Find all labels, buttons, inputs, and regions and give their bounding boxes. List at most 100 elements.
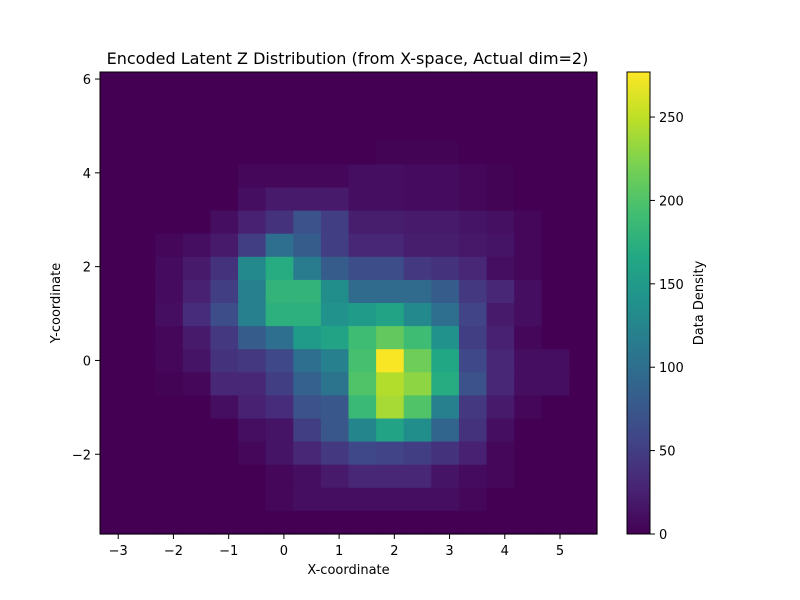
heatmap-cell bbox=[210, 395, 239, 420]
heatmap-cell bbox=[100, 418, 129, 443]
heatmap-cell bbox=[182, 187, 212, 212]
heatmap-cell bbox=[182, 395, 212, 420]
heatmap-cell bbox=[127, 187, 156, 212]
heatmap-cell bbox=[348, 256, 377, 281]
heatmap-cell bbox=[100, 464, 129, 489]
heatmap-cell bbox=[182, 256, 212, 281]
heatmap-cell bbox=[403, 233, 432, 258]
heatmap-cell bbox=[238, 118, 267, 142]
heatmap-cell bbox=[431, 187, 460, 212]
heatmap-cell bbox=[238, 187, 267, 212]
heatmap-cell bbox=[431, 303, 460, 327]
y-tick-label: 6 bbox=[83, 73, 91, 88]
heatmap-cell bbox=[155, 303, 184, 327]
heatmap-cell bbox=[403, 395, 432, 420]
heatmap-cell bbox=[403, 326, 432, 350]
heatmap-cell bbox=[486, 233, 515, 258]
heatmap-cell bbox=[293, 210, 322, 235]
heatmap-cell bbox=[458, 233, 488, 258]
heatmap-cell bbox=[541, 303, 570, 327]
x-tick-label: 4 bbox=[501, 544, 509, 559]
heatmap-cell bbox=[541, 164, 570, 189]
heatmap-cell bbox=[348, 210, 377, 235]
heatmap-cell bbox=[293, 510, 322, 535]
heatmap-cell bbox=[155, 95, 184, 119]
heatmap-cell bbox=[320, 72, 350, 96]
heatmap-cell bbox=[182, 326, 212, 350]
heatmap-cell bbox=[431, 395, 460, 420]
heatmap-cell bbox=[238, 256, 267, 281]
heatmap-cell bbox=[320, 464, 350, 489]
heatmap-cell bbox=[238, 210, 267, 235]
heatmap-cell bbox=[127, 118, 156, 142]
heatmap-cell bbox=[376, 395, 405, 420]
heatmap-cell bbox=[293, 441, 322, 466]
heatmap-cell bbox=[127, 72, 156, 96]
heatmap-cell bbox=[265, 487, 294, 512]
heatmap-cell bbox=[265, 418, 294, 443]
heatmap-cell bbox=[376, 164, 405, 189]
heatmap-cell bbox=[238, 141, 267, 165]
heatmap-cell bbox=[155, 118, 184, 142]
heatmap-cell bbox=[293, 279, 322, 304]
heatmap-cell bbox=[569, 118, 598, 142]
heatmap-cell bbox=[265, 441, 294, 466]
heatmap-cell bbox=[100, 95, 129, 119]
heatmap-cell bbox=[293, 487, 322, 512]
heatmap-cell bbox=[155, 141, 184, 165]
heatmap-cell bbox=[210, 487, 239, 512]
heatmap-cell bbox=[155, 464, 184, 489]
heatmap-cell bbox=[486, 256, 515, 281]
heatmap-cell bbox=[100, 372, 129, 396]
heatmap-cell bbox=[127, 210, 156, 235]
heatmap-cell bbox=[403, 72, 432, 96]
heatmap-cell bbox=[155, 210, 184, 235]
heatmap-cell bbox=[155, 164, 184, 189]
heatmap-cell bbox=[210, 349, 239, 373]
heatmap-cell bbox=[293, 118, 322, 142]
heatmap-cell bbox=[376, 279, 405, 304]
heatmap-cell bbox=[127, 279, 156, 304]
heatmap-cell bbox=[486, 95, 515, 119]
heatmap-cell bbox=[569, 418, 598, 443]
heatmap-cell bbox=[293, 303, 322, 327]
heatmap-cell bbox=[320, 118, 350, 142]
heatmap-cell bbox=[155, 395, 184, 420]
heatmap-cell bbox=[458, 349, 488, 373]
heatmap-cell bbox=[155, 326, 184, 350]
colorbar-ticks: 0 50 100 150 200 250 bbox=[650, 111, 684, 543]
heatmap-cell bbox=[127, 487, 156, 512]
heatmap-cell bbox=[265, 349, 294, 373]
heatmap-cell bbox=[182, 510, 212, 535]
heatmap-cell bbox=[403, 510, 432, 535]
heatmap-cell bbox=[431, 418, 460, 443]
heatmap-cell bbox=[320, 303, 350, 327]
heatmap-cell bbox=[265, 510, 294, 535]
heatmap-cell bbox=[348, 187, 377, 212]
heatmap-cell bbox=[155, 510, 184, 535]
heatmap-cell bbox=[514, 372, 543, 396]
heatmap-cell bbox=[100, 210, 129, 235]
heatmap-cell bbox=[100, 279, 129, 304]
heatmap-cell bbox=[320, 210, 350, 235]
heatmap-cell bbox=[431, 233, 460, 258]
heatmap-cell bbox=[541, 487, 570, 512]
heatmap-cell bbox=[210, 464, 239, 489]
heatmap-cell bbox=[541, 279, 570, 304]
heatmap-cell bbox=[265, 164, 294, 189]
heatmap-cell bbox=[486, 510, 515, 535]
heatmap-cell bbox=[320, 164, 350, 189]
heatmap-cell bbox=[320, 510, 350, 535]
heatmap-cell bbox=[320, 349, 350, 373]
heatmap-cell bbox=[127, 233, 156, 258]
heatmap-cell bbox=[348, 164, 377, 189]
heatmap-cell bbox=[348, 487, 377, 512]
heatmap-cell bbox=[210, 164, 239, 189]
heatmap-cell bbox=[320, 441, 350, 466]
heatmap-cell bbox=[514, 279, 543, 304]
heatmap-cell bbox=[182, 349, 212, 373]
heatmap-cell bbox=[569, 141, 598, 165]
heatmap-cell bbox=[155, 256, 184, 281]
heatmap-cell bbox=[293, 464, 322, 489]
